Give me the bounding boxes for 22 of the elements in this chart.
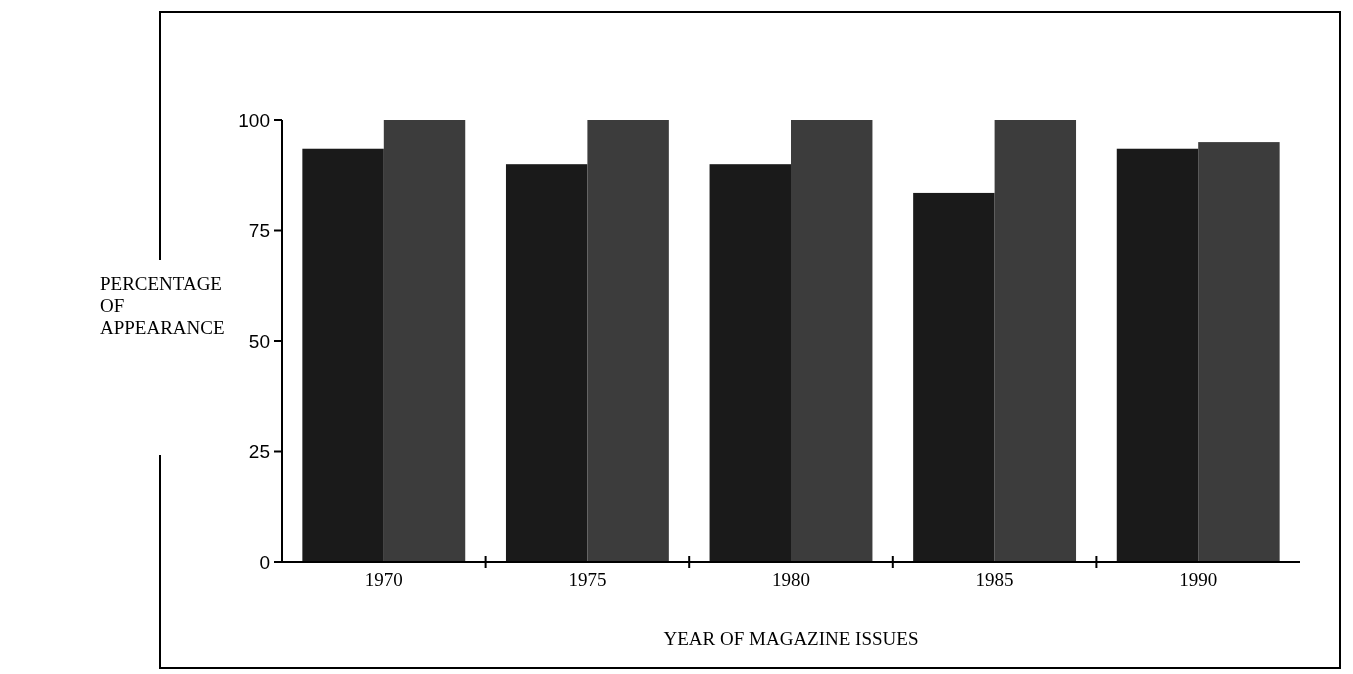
bar (587, 120, 669, 562)
bar (302, 148, 384, 562)
bar (791, 120, 873, 562)
y-tick-label: 25 (248, 441, 270, 463)
x-tick-label: 1970 (364, 569, 403, 590)
bar (994, 120, 1077, 562)
y-tick-label: 0 (259, 551, 270, 573)
bar (913, 192, 995, 562)
bar (1116, 148, 1199, 562)
y-tick-label: 50 (248, 330, 270, 352)
bar (1198, 142, 1280, 562)
x-tick-label: 1980 (772, 569, 810, 590)
bar (505, 164, 588, 562)
x-tick-label: 1990 (1179, 569, 1218, 590)
bar (709, 164, 791, 562)
bar (383, 120, 466, 562)
x-tick-label: 1985 (975, 569, 1014, 590)
x-axis-title: YEAR OF MAGAZINE ISSUES (663, 628, 919, 649)
x-tick-label: 1975 (568, 569, 607, 590)
y-tick-label: 100 (238, 109, 270, 131)
y-axis-title: PERCENTAGE OF APPEARANCE (100, 273, 225, 338)
y-tick-label: 75 (248, 220, 270, 242)
